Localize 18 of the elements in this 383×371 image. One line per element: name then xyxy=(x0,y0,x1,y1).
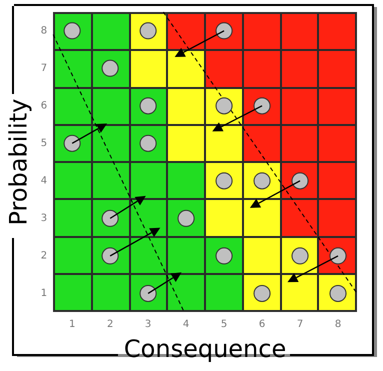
y-tick-label: 8 xyxy=(40,25,48,36)
x-tick-label: 3 xyxy=(144,318,152,330)
y-tick-label: 4 xyxy=(40,175,48,186)
x-tick-label: 8 xyxy=(334,318,342,330)
y-tick-label: 1 xyxy=(40,288,48,300)
x-axis-title: Consequence xyxy=(124,334,286,363)
y-axis-title: Probability xyxy=(4,98,33,226)
x-tick-label: 1 xyxy=(68,318,76,330)
y-tick-label: 2 xyxy=(40,250,48,262)
y-tick-label: 5 xyxy=(40,138,48,149)
y-tick-label: 3 xyxy=(40,212,48,224)
x-tick-label: 2 xyxy=(106,318,114,330)
y-tick-label: 6 xyxy=(40,100,48,112)
x-tick-label: 4 xyxy=(182,318,190,330)
x-tick-label: 7 xyxy=(296,318,304,330)
x-tick-label: 6 xyxy=(258,318,266,330)
y-tick-label: 7 xyxy=(40,62,48,74)
x-tick-label: 5 xyxy=(220,318,228,330)
